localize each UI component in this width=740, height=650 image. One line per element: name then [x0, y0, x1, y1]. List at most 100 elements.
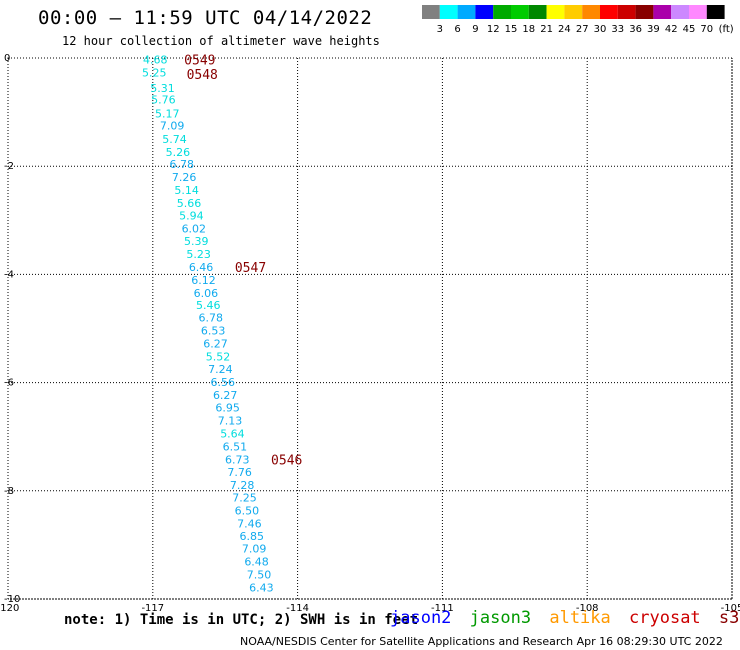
swh-point: 5.94 [179, 209, 204, 222]
swh-point: 5.25 [142, 67, 167, 80]
swh-point: 5.26 [166, 146, 191, 159]
swh-point: 5.46 [196, 299, 221, 312]
y-tick-label: -8 [4, 486, 14, 497]
mission-jason3: jason3 [469, 608, 532, 628]
swh-point: 5.31 [150, 82, 175, 95]
swh-point: 5.76 [151, 94, 176, 107]
swh-point: 5.64 [220, 427, 245, 440]
units-note: note: 1) Time is in UTC; 2) SWH is in fe… [64, 612, 419, 628]
legend-label: 39 [647, 24, 660, 35]
legend-swatch [600, 5, 618, 19]
swh-point: 6.12 [191, 274, 216, 287]
swh-point: 6.85 [239, 530, 264, 543]
swh-point: 7.13 [218, 414, 243, 427]
swh-point: 6.46 [189, 261, 214, 274]
swh-point: 6.73 [225, 453, 250, 466]
swh-point: 5.14 [174, 184, 199, 197]
legend-label: 30 [594, 24, 607, 35]
legend-label: 6 [454, 24, 460, 35]
swh-point: 6.78 [170, 158, 195, 171]
swh-point: 5.39 [184, 235, 209, 248]
swh-point: 6.51 [223, 440, 248, 453]
time-label: 0549 [184, 54, 215, 69]
swh-point: 7.26 [172, 171, 197, 184]
legend-label: 12 [487, 24, 500, 35]
swh-point: 6.06 [194, 287, 219, 300]
page-title: 00:00 – 11:59 UTC 04/14/2022 [38, 7, 373, 29]
swh-point: 6.43 [249, 582, 274, 595]
legend-label: 18 [522, 24, 535, 35]
y-tick-label: 0 [4, 53, 10, 64]
x-tick-label: -120 [0, 603, 19, 614]
legend-label: 21 [540, 24, 553, 35]
x-tick-label: -117 [141, 603, 164, 614]
legend-swatch [689, 5, 707, 19]
mission-jason2: jason2 [390, 608, 452, 628]
legend-unit: (ft) [719, 24, 734, 35]
legend-label: 33 [611, 24, 624, 35]
legend-label: 42 [665, 24, 678, 35]
y-tick-label: -6 [4, 378, 14, 389]
legend-swatch [493, 5, 511, 19]
legend-label: 24 [558, 24, 571, 35]
swh-point: 6.78 [198, 312, 223, 325]
mission-cryosat: cryosat [629, 608, 701, 628]
legend-label: 36 [629, 24, 642, 35]
swh-point: 7.50 [247, 569, 272, 582]
legend-swatch [564, 5, 583, 19]
y-tick-label: -4 [4, 269, 14, 280]
legend-swatch [475, 5, 494, 19]
swh-point: 7.09 [160, 120, 185, 133]
legend-swatch [422, 5, 440, 19]
swh-point: 5.23 [186, 248, 211, 261]
swh-point: 6.27 [203, 338, 228, 351]
swh-point: 5.74 [162, 133, 187, 146]
mission-list: jason2 jason3 altika cryosat s3a [390, 608, 740, 628]
x-tick-label: -108 [576, 603, 599, 614]
legend-swatch [528, 5, 547, 19]
swh-points: 4.685.255.315.765.177.095.745.266.787.26… [142, 54, 274, 595]
swh-point: 6.27 [213, 389, 238, 402]
mission-s3a: s3a [718, 608, 740, 628]
chart-grid [7, 57, 733, 600]
plot-frame [7, 57, 733, 600]
color-legend: 3 6 9 12 15 18 21 24 27 30 33 36 39 42 45 70 (ft) [422, 5, 734, 35]
x-tick-label: -111 [431, 603, 454, 614]
time-label: 0548 [187, 68, 218, 83]
swh-point: 5.17 [155, 108, 180, 121]
swh-point: 7.24 [208, 363, 233, 376]
legend-swatch [671, 5, 689, 19]
swh-point: 7.09 [242, 543, 267, 556]
swh-point: 7.25 [232, 491, 257, 504]
swh-point: 6.50 [235, 504, 260, 517]
legend-label: 9 [472, 24, 478, 35]
swh-point: 6.95 [215, 401, 240, 414]
legend-swatch [635, 5, 654, 19]
x-tick-label: -114 [286, 603, 309, 614]
x-tick-label: -105 [721, 603, 740, 614]
legend-swatch [511, 5, 529, 19]
mission-altika: altika [549, 608, 611, 628]
legend-swatch [617, 5, 636, 19]
legend-swatch [653, 5, 672, 19]
time-label: 0547 [235, 261, 266, 276]
legend-label: 3 [437, 24, 443, 35]
swh-point: 6.48 [244, 556, 269, 569]
legend-label: 70 [700, 24, 713, 35]
legend-label: 15 [505, 24, 518, 35]
legend-label: 27 [576, 24, 589, 35]
swh-point: 7.28 [230, 479, 255, 492]
swh-point: 5.52 [206, 351, 231, 364]
time-label: 0546 [271, 453, 302, 468]
page-subtitle: 12 hour collection of altimeter wave hei… [62, 34, 380, 48]
legend-swatch [706, 5, 725, 19]
legend-swatch [546, 5, 565, 19]
legend-swatch [457, 5, 476, 19]
legend-label: 45 [683, 24, 696, 35]
swh-point: 6.02 [182, 222, 207, 235]
swh-point: 6.56 [211, 376, 236, 389]
swh-point: 5.66 [177, 197, 202, 210]
